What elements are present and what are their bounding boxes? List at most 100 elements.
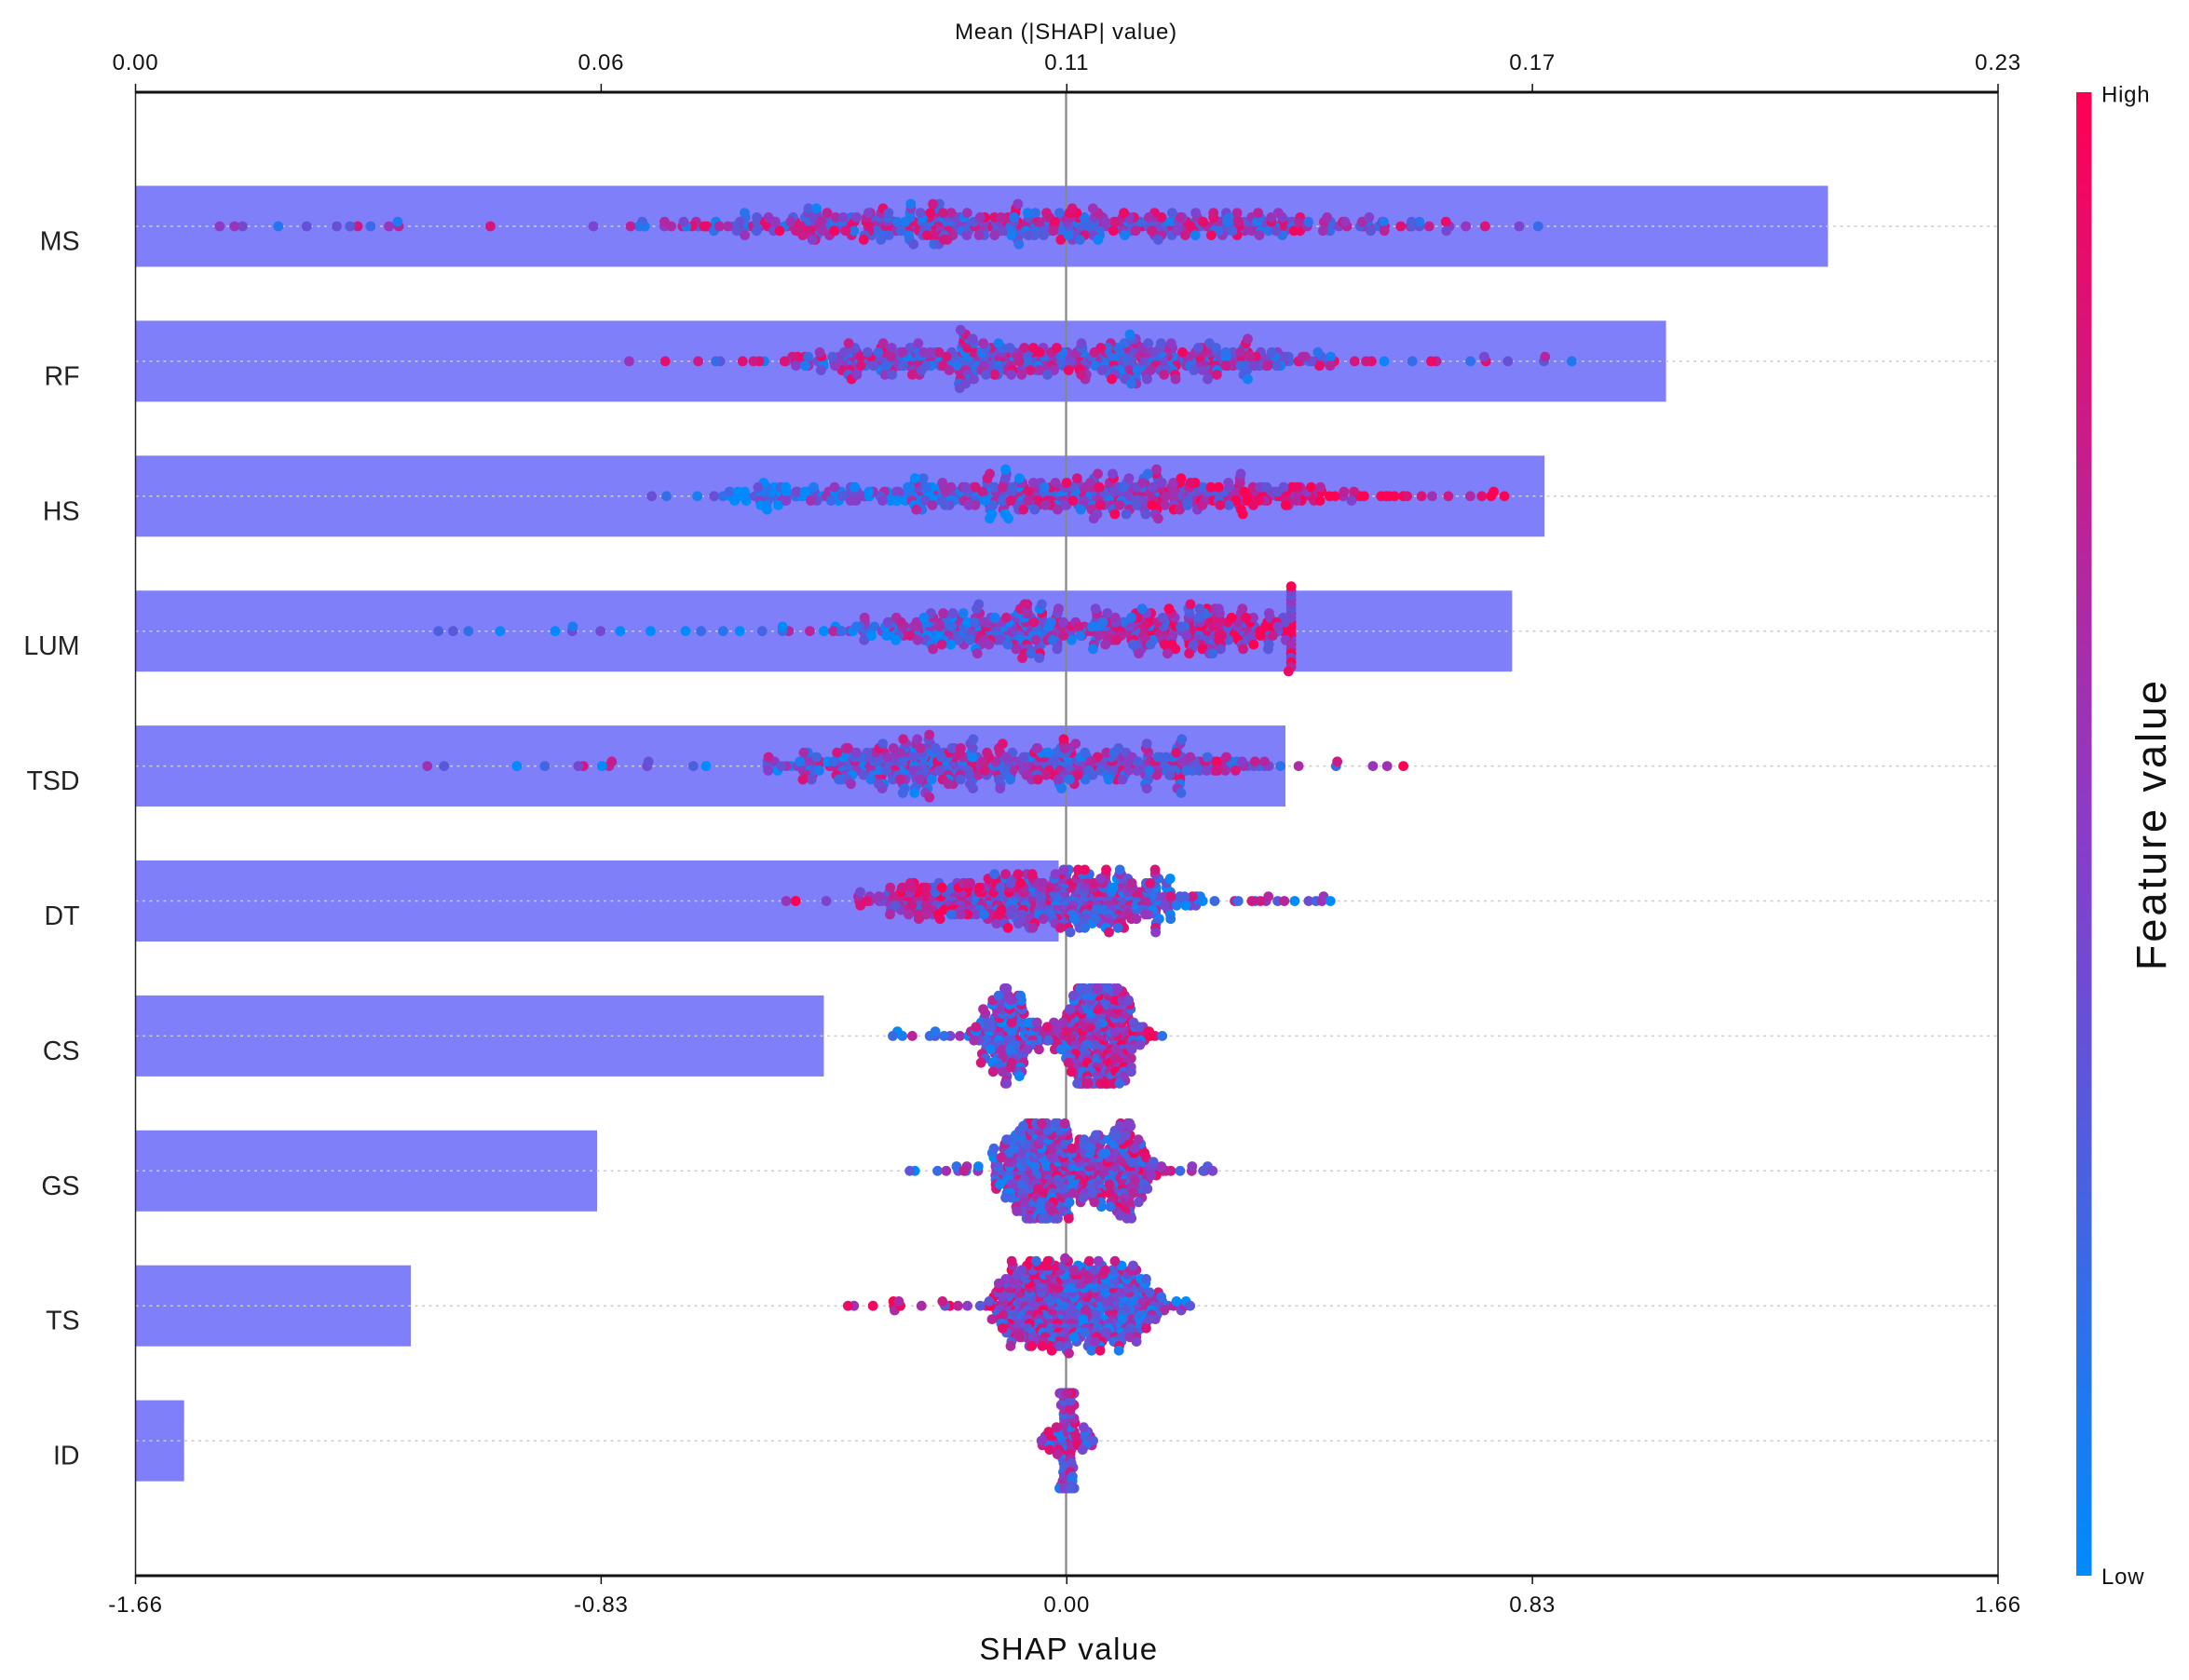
shap-point-lum — [1034, 653, 1045, 663]
shap-point-dt — [1180, 900, 1191, 911]
shap-point-ms — [751, 225, 762, 237]
shap-point-lum — [912, 634, 923, 645]
shap-point-ms — [1532, 221, 1543, 232]
shap-point-lum — [850, 621, 862, 632]
shap-point-rf — [978, 338, 988, 349]
shap-point-hs — [1040, 500, 1051, 510]
shap-point-lum — [1028, 616, 1040, 628]
shap-point-ms — [1166, 208, 1177, 218]
shap-point-ms — [666, 221, 676, 232]
shap-point-dt — [1054, 922, 1066, 933]
shap-point-cs — [1102, 983, 1113, 994]
shap-point-rf — [944, 365, 955, 375]
shap-point-ms — [900, 216, 911, 227]
shap-point-hs — [773, 500, 783, 510]
shap-point-tsd — [795, 756, 806, 767]
shap-point-tsd — [1056, 783, 1067, 794]
shap-point-cs — [1123, 995, 1134, 1006]
shap-point-cs — [986, 1044, 997, 1055]
shap-point-ms — [1414, 216, 1425, 227]
shap-point-rf — [933, 346, 945, 358]
shap-point-lum — [1136, 603, 1148, 615]
shap-point-ms — [1175, 212, 1186, 223]
shap-point-ms — [851, 212, 863, 223]
shap-point-ms — [1030, 208, 1040, 218]
shap-point-lum — [756, 626, 768, 637]
shap-point-tsd — [1201, 765, 1212, 776]
shap-point-gs — [1089, 1197, 1100, 1208]
shap-point-hs — [1176, 473, 1187, 483]
shap-point-hs — [1071, 473, 1082, 483]
shap-point-ms — [811, 203, 822, 214]
shap-point-dt — [1165, 914, 1176, 925]
shap-point-rf — [814, 346, 825, 358]
shap-point-rf — [898, 360, 909, 372]
shap-point-ts — [842, 1300, 853, 1311]
shap-point-ms — [731, 225, 742, 237]
shap-point-dt — [855, 887, 865, 898]
shap-point-hs — [1088, 513, 1099, 524]
shap-point-tsd — [1080, 747, 1091, 758]
shap-point-ms — [365, 221, 376, 232]
shap-point-hs — [1213, 481, 1224, 493]
shap-point-rf — [1243, 333, 1253, 345]
shap-point-dt — [904, 877, 916, 888]
shap-point-dt — [962, 877, 973, 888]
shap-point-ms — [1147, 225, 1157, 237]
shap-point-cs — [906, 1031, 918, 1041]
shap-point-ms — [921, 230, 932, 240]
shap-point-lum — [969, 616, 980, 628]
shap-point-ms — [1366, 225, 1376, 237]
shap-point-lum — [904, 630, 916, 641]
shap-point-lum — [1255, 626, 1266, 637]
shap-point-dt — [945, 909, 957, 920]
shap-point-rf — [1243, 373, 1253, 385]
shap-point-ms — [1190, 208, 1202, 218]
shap-point-rf — [886, 351, 896, 362]
shap-point-cs — [1157, 1031, 1168, 1041]
shap-point-dt — [1065, 927, 1076, 938]
shap-point-rf — [748, 356, 759, 367]
shap-point-rf — [1211, 343, 1221, 353]
shap-point-tsd — [1293, 761, 1304, 772]
shap-point-gs — [959, 1165, 970, 1176]
shap-point-hs — [918, 473, 929, 483]
shap-point-tsd — [982, 747, 993, 758]
shap-point-rf — [981, 369, 991, 380]
shap-point-gs — [941, 1165, 952, 1176]
shap-point-tsd — [797, 774, 809, 785]
shap-point-dt — [1209, 896, 1220, 906]
shap-point-ts — [1005, 1341, 1016, 1351]
shap-point-rf — [897, 346, 908, 358]
shap-point-ts — [997, 1322, 1008, 1334]
shap-point-hs — [1197, 500, 1208, 510]
shap-point-dt — [885, 882, 896, 893]
shap-point-hs — [985, 468, 996, 480]
shap-point-rf — [659, 356, 671, 367]
shap-point-ms — [996, 212, 1007, 223]
shap-point-hs — [1143, 468, 1153, 480]
shap-point-ms — [1055, 235, 1067, 245]
shap-point-rf — [873, 346, 884, 358]
shap-point-rf — [851, 369, 863, 380]
shap-point-ms — [1440, 216, 1451, 227]
shap-point-ms — [699, 221, 710, 232]
shap-point-cs — [978, 1004, 988, 1015]
shap-point-ms — [752, 212, 762, 223]
shap-point-ts — [953, 1300, 963, 1311]
shap-point-tsd — [1113, 743, 1124, 753]
shap-point-hs — [1499, 491, 1510, 502]
shap-point-dt — [1101, 864, 1111, 875]
shap-point-hs — [1291, 481, 1302, 493]
shap-point-dt — [1175, 891, 1186, 902]
shap-point-rf — [791, 360, 801, 372]
shap-point-lum — [1238, 644, 1248, 655]
shap-point-dt — [1160, 900, 1170, 911]
shap-point-gs — [1108, 1130, 1119, 1141]
shap-point-ms — [891, 216, 903, 227]
shap-point-tsd — [763, 752, 774, 763]
shap-point-hs — [891, 495, 903, 506]
shap-point-ms — [1339, 216, 1351, 227]
shap-point-lum — [717, 626, 728, 637]
shap-point-lum — [918, 612, 930, 623]
